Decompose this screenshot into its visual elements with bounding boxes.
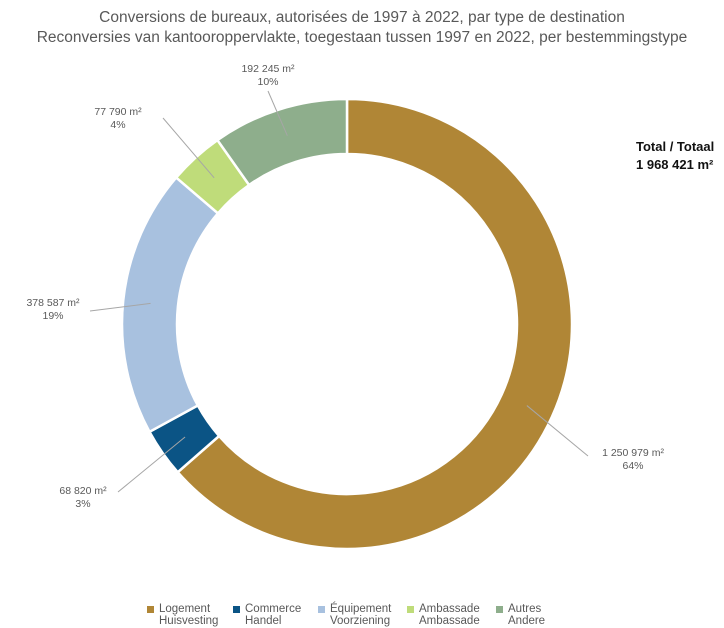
- data-label-value: 77 790 m²: [94, 106, 142, 118]
- legend-label-fr: Logement: [159, 603, 211, 615]
- legend-label-fr: Commerce: [245, 603, 302, 615]
- leader-line: [89, 302, 151, 312]
- data-label-percent: 64%: [622, 460, 643, 472]
- legend-label: Commerce Handel: [245, 603, 301, 627]
- legend-swatch: [233, 606, 240, 613]
- legend-label-nl: Andere: [508, 615, 546, 627]
- data-label-value: 192 245 m²: [241, 63, 295, 75]
- slice-autres: [215, 97, 349, 187]
- legend-label-fr: Autres: [508, 603, 542, 615]
- legend-label-nl: Voorziening: [330, 615, 391, 627]
- data-label-percent: 3%: [75, 498, 90, 510]
- leader-line: [526, 405, 589, 457]
- leader-line: [267, 90, 288, 136]
- legend-label-fr: Équipement: [330, 603, 392, 615]
- legend-swatch: [147, 606, 154, 613]
- legend: Logement Huisvesting Commerce Handel Équipem…: [0, 603, 724, 628]
- legend-label: Ambassade Ambassade: [419, 603, 480, 627]
- leader-line: [117, 436, 186, 493]
- chart-title-block: Conversions de bureaux, autorisées de 19…: [0, 8, 724, 48]
- legend-swatch: [496, 606, 503, 613]
- total-block: Total / Totaal 1 968 421 m²: [636, 138, 714, 174]
- leader-line: [162, 117, 215, 179]
- legend-swatch: [318, 606, 325, 613]
- leader-lines: [89, 90, 589, 493]
- legend-label: Logement Huisvesting: [159, 603, 218, 627]
- donut-slices: [120, 97, 574, 551]
- legend-label-nl: Huisvesting: [159, 615, 219, 627]
- data-label-value: 1 250 979 m²: [602, 447, 664, 459]
- total-label: Total / Totaal: [636, 139, 715, 154]
- slice-logement: [175, 97, 574, 551]
- legend-label: Autres Andere: [508, 603, 545, 627]
- legend-label-fr: Ambassade: [419, 603, 480, 615]
- chart-title: Conversions de bureaux, autorisées de 19…: [99, 9, 625, 26]
- legend-label-nl: Handel: [245, 615, 282, 627]
- data-label-percent: 19%: [42, 310, 63, 322]
- legend-swatch: [407, 606, 414, 613]
- data-label-value: 378 587 m²: [26, 297, 80, 309]
- data-label-value: 68 820 m²: [59, 485, 107, 497]
- data-label-percent: 10%: [257, 76, 278, 88]
- chart-subtitle: Reconversies van kantooroppervlakte, toe…: [36, 29, 688, 46]
- data-label-percent: 4%: [110, 119, 125, 131]
- legend-label: Équipement Voorziening: [330, 603, 391, 627]
- total-value: 1 968 421 m²: [636, 157, 714, 172]
- legend-label-nl: Ambassade: [419, 615, 480, 627]
